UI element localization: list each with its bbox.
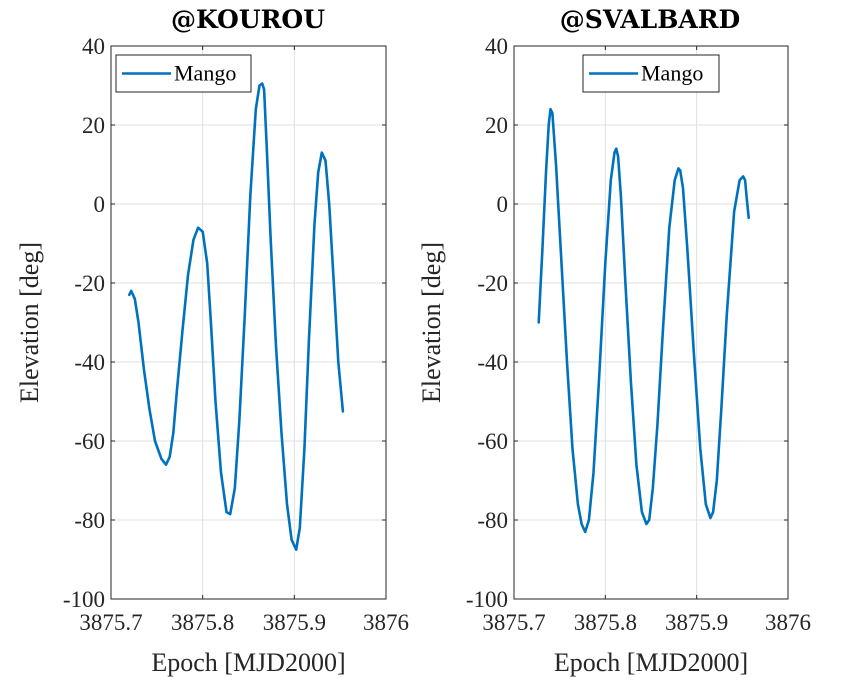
y-tick-label: -60: [74, 429, 105, 454]
x-axis-label: Epoch [MJD2000]: [151, 648, 345, 677]
svalbard-plot-panel: 3875.7 3875.8 3875.9 3876 -100 -80 -60 -40 -20 0 2…: [417, 5, 811, 677]
series-line-mango: [128, 82, 345, 551]
x-tick-label: 3875.8: [574, 610, 637, 635]
x-tick-label: 3875.9: [665, 610, 728, 635]
legend-label: Mango: [174, 61, 236, 86]
y-tick-label: -20: [74, 271, 105, 296]
y-tick-label: 40: [485, 34, 508, 59]
y-tick-label: -60: [477, 429, 508, 454]
x-tick-label: 3875.8: [171, 610, 234, 635]
plot-area: [514, 46, 788, 599]
y-tick-label: -20: [477, 271, 508, 296]
x-axis-label: Epoch [MJD2000]: [554, 648, 748, 677]
y-tick-label: 0: [94, 192, 106, 217]
y-tick-label: 20: [82, 113, 105, 138]
chart-title: @KOUROU: [171, 5, 325, 34]
axes-frame: [513, 45, 789, 600]
x-tick-label: 3875.7: [482, 610, 545, 635]
x-tick-label: 3876: [363, 610, 409, 635]
legend: Mango: [582, 54, 720, 93]
y-axis-label: Elevation [deg]: [15, 242, 44, 403]
legend: Mango: [115, 54, 252, 93]
y-tick-label: -40: [477, 350, 508, 375]
x-tick-label: 3875.9: [263, 610, 326, 635]
x-tick-label: 3876: [765, 610, 811, 635]
y-tick-label: -80: [74, 508, 105, 533]
kourou-plot-panel: 3875.7 3875.8 3875.9 3876 -100 -80 -60 -40 -20 0 2…: [15, 5, 409, 677]
y-tick-label: -80: [477, 508, 508, 533]
y-tick-label: 20: [485, 113, 508, 138]
series-line-mango: [537, 107, 751, 534]
y-tick-label: 0: [497, 192, 509, 217]
y-tick-label: -40: [74, 350, 105, 375]
y-axis-label: Elevation [deg]: [417, 242, 446, 403]
x-tick-label: 3875.7: [79, 610, 142, 635]
y-tick-label: 40: [82, 34, 105, 59]
axes-frame: [110, 45, 387, 600]
y-tick-label: -100: [63, 587, 105, 612]
plot-area: [111, 46, 386, 599]
legend-label: Mango: [641, 61, 703, 86]
y-tick-label: -100: [466, 587, 508, 612]
chart-title: @SVALBARD: [560, 5, 740, 34]
